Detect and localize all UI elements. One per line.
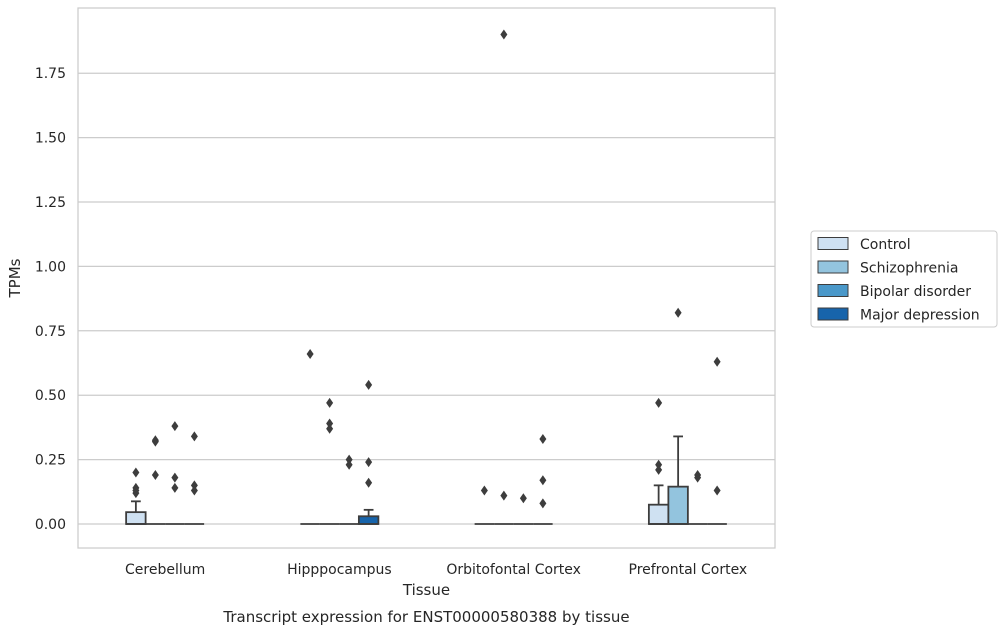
x-tick-label: Prefrontal Cortex — [629, 562, 748, 578]
outlier-marker — [694, 472, 702, 483]
outlier-marker — [171, 421, 179, 432]
legend-label: Major depression — [860, 308, 980, 324]
x-axis-ticks: Cerebellum Hipppocampus Orbitofontal Corte… — [125, 562, 747, 578]
x-axis-title: Tissue — [402, 581, 450, 599]
x-tick-label: Cerebellum — [125, 562, 205, 578]
outlier-marker — [519, 493, 527, 504]
box-control — [647, 484, 670, 525]
outlier-marker — [151, 435, 159, 446]
y-tick-label: 0.00 — [35, 517, 66, 533]
outlier-marker — [365, 457, 373, 468]
outlier-marker — [326, 418, 334, 429]
y-tick-label: 0.25 — [35, 453, 66, 469]
outlier-marker — [365, 477, 373, 488]
x-tick-label: Orbitofontal Cortex — [446, 562, 581, 578]
outlier-marker — [365, 379, 373, 390]
outlier-marker — [345, 459, 353, 470]
chart-caption: Transcript expression for ENST0000058038… — [222, 608, 629, 626]
y-tick-label: 0.50 — [35, 388, 66, 404]
legend-label: Bipolar disorder — [860, 284, 971, 300]
outlier-marker — [500, 29, 508, 40]
outlier-marker — [480, 485, 488, 496]
grid-lines — [78, 72, 775, 525]
y-tick-label: 1.50 — [35, 131, 66, 147]
legend-label: Control — [860, 237, 911, 253]
plot-area-frame — [77, 7, 776, 549]
outlier-marker — [132, 485, 140, 496]
outlier-marker — [190, 480, 198, 491]
legend-swatch — [817, 237, 849, 250]
y-tick-label: 0.75 — [35, 324, 66, 340]
outlier-marker — [171, 472, 179, 483]
outlier-marker — [190, 431, 198, 442]
legend-swatch — [817, 284, 849, 297]
legend-frame — [810, 230, 998, 328]
box-major-depression — [357, 508, 380, 525]
outlier-marker — [713, 485, 721, 496]
y-tick-label: 1.75 — [35, 66, 66, 82]
outlier-marker — [713, 356, 721, 367]
box-rect — [667, 485, 689, 525]
outlier-marker — [306, 348, 314, 359]
legend-label: Schizophrenia — [860, 261, 958, 277]
outlier-marker — [655, 397, 663, 408]
outlier-marker — [500, 490, 508, 501]
outlier-marker — [132, 467, 140, 478]
outlier-marker — [326, 423, 334, 434]
y-tick-label: 1.25 — [35, 195, 66, 211]
outlier-marker — [190, 485, 198, 496]
legend-swatch — [817, 307, 849, 321]
outlier-marker — [171, 482, 179, 493]
box-rect — [357, 515, 380, 525]
y-tick-label: 1.00 — [35, 259, 66, 275]
outlier-marker — [674, 307, 682, 318]
outlier-marker — [655, 464, 663, 475]
box-series — [125, 435, 727, 525]
outlier-marker — [539, 433, 547, 444]
box-schizophrenia — [667, 435, 689, 525]
outlier-marker — [345, 454, 353, 465]
outlier-points — [132, 29, 721, 509]
outlier-marker — [655, 459, 663, 470]
outlier-marker — [326, 397, 334, 408]
y-axis-title: TPMs — [6, 258, 24, 298]
legend-swatch — [817, 260, 849, 274]
legend: Control Schizophrenia Bipolar disorder Majo… — [810, 230, 998, 328]
box-rect — [125, 511, 147, 525]
y-axis-ticks: 0.00 0.25 0.50 0.75 1.00 1.25 1.50 1.75 — [35, 66, 66, 533]
outlier-marker — [151, 470, 159, 481]
outlier-marker — [539, 475, 547, 486]
box-rect — [647, 503, 670, 525]
box-control — [125, 500, 147, 525]
x-tick-label: Hipppocampus — [287, 562, 392, 578]
outlier-marker — [539, 498, 547, 509]
